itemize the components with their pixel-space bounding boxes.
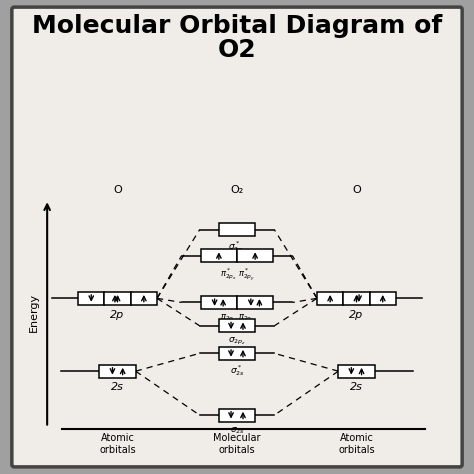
Text: Atomic
orbitals: Atomic orbitals <box>99 433 136 455</box>
Text: $\sigma^*_{2s}$: $\sigma^*_{2s}$ <box>229 363 245 378</box>
Text: O: O <box>113 185 122 195</box>
Text: $\sigma_{2p_z}$: $\sigma_{2p_z}$ <box>228 336 246 347</box>
FancyBboxPatch shape <box>201 296 237 309</box>
FancyBboxPatch shape <box>12 7 462 467</box>
FancyBboxPatch shape <box>343 292 370 305</box>
Text: 2s: 2s <box>350 383 363 392</box>
FancyBboxPatch shape <box>104 292 131 305</box>
Text: Molecular Orbital Diagram of: Molecular Orbital Diagram of <box>32 14 442 38</box>
Text: Atomic
orbitals: Atomic orbitals <box>338 433 375 455</box>
Text: Molecular
orbitals: Molecular orbitals <box>213 433 261 455</box>
FancyBboxPatch shape <box>237 296 273 309</box>
FancyBboxPatch shape <box>219 319 255 332</box>
Text: $\sigma^*_{2p_z}$: $\sigma^*_{2p_z}$ <box>228 239 246 255</box>
FancyBboxPatch shape <box>131 292 157 305</box>
Text: $\pi^*_{2p_x}$ $\pi^*_{2p_y}$: $\pi^*_{2p_x}$ $\pi^*_{2p_y}$ <box>219 265 255 283</box>
FancyBboxPatch shape <box>201 249 237 262</box>
FancyBboxPatch shape <box>219 346 255 360</box>
FancyBboxPatch shape <box>100 365 136 378</box>
Text: O: O <box>352 185 361 195</box>
Text: O₂: O₂ <box>230 185 244 195</box>
FancyBboxPatch shape <box>78 292 104 305</box>
Text: 2s: 2s <box>111 383 124 392</box>
FancyBboxPatch shape <box>317 292 343 305</box>
FancyBboxPatch shape <box>219 223 255 236</box>
Text: $\sigma_{2s}$: $\sigma_{2s}$ <box>229 425 245 436</box>
Text: O2: O2 <box>218 38 256 62</box>
FancyBboxPatch shape <box>370 292 396 305</box>
FancyBboxPatch shape <box>338 365 374 378</box>
FancyBboxPatch shape <box>237 249 273 262</box>
Text: $\pi_{2p_x}$ $\pi_{2p_y}$: $\pi_{2p_x}$ $\pi_{2p_y}$ <box>219 312 255 325</box>
Text: 2p: 2p <box>110 310 125 319</box>
Text: Energy: Energy <box>29 292 39 332</box>
Text: 2p: 2p <box>349 310 364 319</box>
FancyBboxPatch shape <box>219 409 255 422</box>
